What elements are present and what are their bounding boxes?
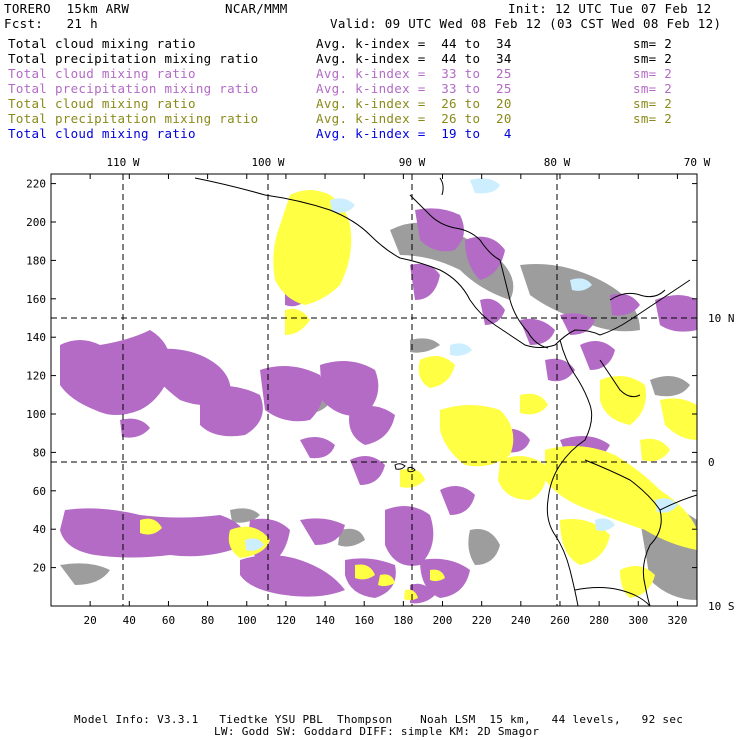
lat-label: 0: [708, 456, 715, 469]
lat-label: 10 S: [708, 600, 735, 613]
model-title: TORERO 15km ARW: [4, 1, 130, 16]
x-tick-label: 60: [162, 614, 175, 627]
x-ticks: 20 40 60 80 100 120 140 160 180 200 220 240 260 280 30…: [84, 174, 687, 627]
valid-time: Valid: 09 UTC Wed 08 Feb 12 (03 CST Wed …: [330, 16, 722, 31]
y-tick-label: 100: [26, 408, 46, 421]
x-tick-label: 80: [201, 614, 214, 627]
forecast-hour: Fcst: 21 h: [4, 16, 98, 31]
y-tick-label: 160: [26, 293, 46, 306]
legend-k-index: Avg. k-index = 19 to 4: [316, 126, 512, 141]
lat-label: 10 N: [708, 312, 735, 325]
x-tick-label: 40: [123, 614, 136, 627]
lon-labels: 110 W 100 W 90 W 80 W 70 W: [106, 156, 710, 169]
y-tick-label: 180: [26, 254, 46, 267]
y-tick-label: 20: [33, 562, 46, 575]
legend-field: Total precipitation mixing ratio: [8, 51, 259, 66]
x-tick-label: 180: [393, 614, 413, 627]
x-tick-label: 120: [276, 614, 296, 627]
legend-smoothing: sm= 2: [633, 51, 673, 66]
physics-info: LW: Godd SW: Goddard DIFF: simple KM: 2D…: [214, 725, 540, 738]
x-tick-label: 320: [667, 614, 687, 627]
lat-lon-grid: [51, 174, 697, 606]
legend-smoothing: sm= 2: [633, 66, 673, 81]
legend-field: Total cloud mixing ratio: [8, 126, 196, 141]
x-tick-label: 200: [433, 614, 453, 627]
legend-field: Total cloud mixing ratio: [8, 66, 196, 81]
purple-cloud-areas: [60, 208, 697, 604]
legend-smoothing: sm= 2: [633, 81, 673, 96]
lon-label: 100 W: [251, 156, 284, 169]
y-tick-label: 200: [26, 216, 46, 229]
map-border: [50, 173, 698, 607]
legend-k-index: Avg. k-index = 26 to 20: [316, 111, 512, 126]
legend-k-index: Avg. k-index = 44 to 34: [316, 36, 512, 51]
init-time: Init: 12 UTC Tue 07 Feb 12: [508, 1, 712, 16]
x-tick-label: 20: [84, 614, 97, 627]
x-tick-label: 160: [354, 614, 374, 627]
legend-smoothing: sm= 2: [633, 111, 673, 126]
x-tick-label: 100: [237, 614, 257, 627]
legend-field: Total precipitation mixing ratio: [8, 111, 259, 126]
y-ticks: 20 40 60 80 100 120 140 160 180 200 220: [26, 178, 697, 575]
x-tick-label: 220: [472, 614, 492, 627]
yellow-cloud-areas: [140, 190, 697, 601]
y-tick-label: 80: [33, 446, 46, 459]
x-tick-label: 300: [628, 614, 648, 627]
legend-k-index: Avg. k-index = 33 to 25: [316, 81, 512, 96]
cyan-cloud-areas: [245, 178, 678, 551]
legend-k-index: Avg. k-index = 26 to 20: [316, 96, 512, 111]
x-tick-label: 280: [589, 614, 609, 627]
center-name: NCAR/MMM: [225, 1, 288, 16]
y-tick-label: 220: [26, 178, 46, 191]
y-tick-label: 60: [33, 485, 46, 498]
lon-label: 70 W: [684, 156, 711, 169]
model-info: Model Info: V3.3.1 Tiedtke YSU PBL Thomp…: [74, 713, 684, 726]
legend-smoothing: sm= 2: [633, 36, 673, 51]
y-tick-label: 40: [33, 523, 46, 536]
gray-cloud-areas: [60, 222, 697, 600]
coastlines: [194, 177, 697, 606]
legend-k-index: Avg. k-index = 33 to 25: [316, 66, 512, 81]
legend-k-index: Avg. k-index = 44 to 34: [316, 51, 512, 66]
legend-smoothing: sm= 2: [633, 96, 673, 111]
legend-field: Total cloud mixing ratio: [8, 96, 196, 111]
lat-labels: 10 N 0 10 S: [708, 312, 735, 613]
cloud-field: [51, 174, 697, 606]
x-tick-label: 260: [550, 614, 570, 627]
lon-label: 110 W: [106, 156, 139, 169]
x-tick-label: 140: [315, 614, 335, 627]
x-tick-label: 240: [511, 614, 531, 627]
legend-field: Total precipitation mixing ratio: [8, 81, 259, 96]
y-tick-label: 140: [26, 331, 46, 344]
legend-field: Total cloud mixing ratio: [8, 36, 196, 51]
lon-label: 80 W: [544, 156, 571, 169]
y-tick-label: 120: [26, 370, 46, 383]
lon-label: 90 W: [399, 156, 426, 169]
